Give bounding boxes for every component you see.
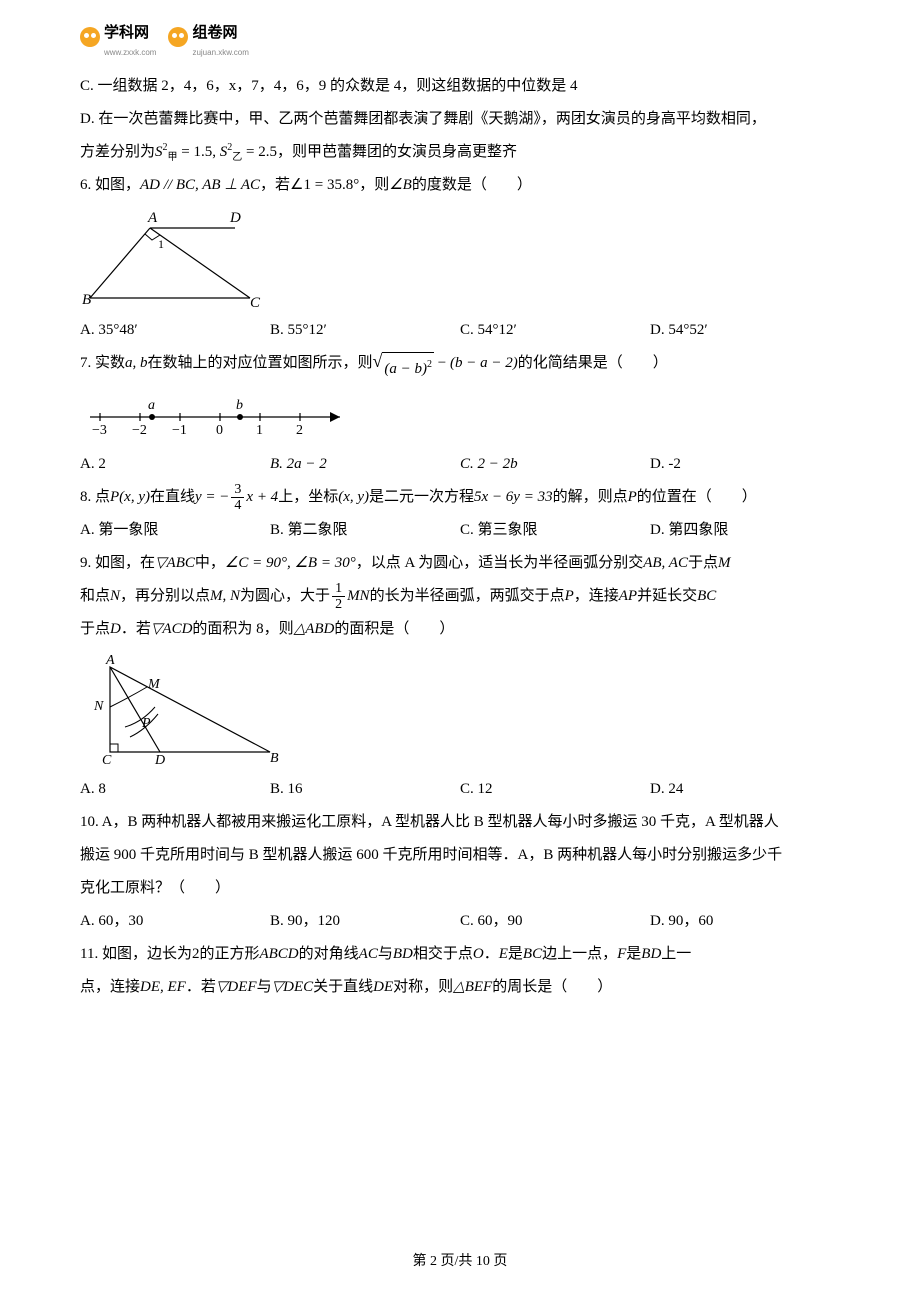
q8-opt-a: A. 第一象限: [80, 514, 270, 547]
q9-options: A. 8 B. 16 C. 12 D. 24: [80, 773, 840, 806]
q10-opt-d: D. 90，60: [650, 905, 840, 938]
q10-opt-a: A. 60，30: [80, 905, 270, 938]
option-c: C. 一组数据 2，4，6，x，7，4，6，9 的众数是 4，则这组数据的中位数…: [80, 70, 840, 103]
q6-figure: A D B C 1: [80, 208, 840, 308]
svg-text:D: D: [154, 753, 165, 767]
q7-opt-b: B. 2a − 2: [270, 448, 460, 481]
q9-opt-d: D. 24: [650, 773, 840, 806]
q6-opt-a: A. 35°48′: [80, 314, 270, 347]
q9-line3: 于点D．若▽ACD的面积为 8，则△ABD的面积是（ ）: [80, 613, 840, 646]
logo1-sub: www.zxxk.com: [104, 49, 156, 57]
q10-line1: 10. A，B 两种机器人都被用来搬运化工原料，A 型机器人比 B 型机器人每小…: [80, 806, 840, 839]
q9-opt-c: C. 12: [460, 773, 650, 806]
q6-stem: 6. 如图，AD // BC, AB ⊥ AC，若∠1 = 35.8°，则∠B的…: [80, 169, 840, 202]
logo1-name: 学科网: [104, 24, 149, 41]
q7-opt-a: A. 2: [80, 448, 270, 481]
q11-line1: 11. 如图，边长为2的正方形ABCD的对角线AC与BD相交于点O．E是BC边上…: [80, 938, 840, 971]
q9-line1: 9. 如图，在▽ABC中，∠C = 90°, ∠B = 30°，以点 A 为圆心…: [80, 547, 840, 580]
q7-opt-c: C. 2 − 2b: [460, 448, 650, 481]
svg-text:B: B: [270, 751, 279, 766]
frac-12: 12: [332, 581, 345, 613]
page-footer: 第 2 页/共 10 页: [0, 1247, 920, 1278]
q9-opt-a: A. 8: [80, 773, 270, 806]
svg-text:C: C: [102, 753, 112, 767]
q9-opt-b: B. 16: [270, 773, 460, 806]
svg-text:1: 1: [158, 237, 164, 251]
svg-text:M: M: [147, 677, 161, 692]
svg-text:−1: −1: [172, 423, 187, 438]
q7-options: A. 2 B. 2a − 2 C. 2 − 2b D. -2: [80, 448, 840, 481]
owl-icon: [80, 27, 100, 47]
q8-stem: 8. 点P(x, y)在直线y = −34x + 4上，坐标(x, y)是二元一…: [80, 481, 840, 514]
q10-line2: 搬运 900 千克所用时间与 B 型机器人搬运 600 千克所用时间相等．A，B…: [80, 839, 840, 872]
q6-opt-b: B. 55°12′: [270, 314, 460, 347]
q8-options: A. 第一象限 B. 第二象限 C. 第三象限 D. 第四象限: [80, 514, 840, 547]
q10-options: A. 60，30 B. 90，120 C. 60，90 D. 90，60: [80, 905, 840, 938]
page-content: C. 一组数据 2，4，6，x，7，4，6，9 的众数是 4，则这组数据的中位数…: [80, 70, 840, 1004]
option-d-line2: 方差分别为S2甲 = 1.5, S2乙 = 2.5，则甲芭蕾舞团的女演员身高更整…: [80, 136, 840, 169]
q10-line3: 克化工原料？（ ）: [80, 872, 840, 905]
q7-opt-d: D. -2: [650, 448, 840, 481]
q7-figure: a b −3 −2 −1 0 1 2: [80, 392, 840, 442]
svg-text:1: 1: [256, 423, 263, 438]
svg-text:2: 2: [296, 423, 303, 438]
svg-text:A: A: [105, 653, 115, 668]
q6-opt-c: C. 54°12′: [460, 314, 650, 347]
logo-zujuan: 组卷网 zujuan.xkw.com: [168, 16, 248, 57]
q9-line2: 和点N，再分别以点M, N为圆心，大于12MN的长为半径画弧，两弧交于点P，连接…: [80, 580, 840, 613]
svg-text:P: P: [141, 716, 151, 731]
logo2-sub: zujuan.xkw.com: [192, 49, 248, 57]
q10-opt-c: C. 60，90: [460, 905, 650, 938]
q6-options: A. 35°48′ B. 55°12′ C. 54°12′ D. 54°52′: [80, 314, 840, 347]
svg-text:b: b: [236, 398, 243, 413]
svg-text:B: B: [82, 292, 91, 308]
svg-text:C: C: [250, 295, 261, 308]
option-d-line1: D. 在一次芭蕾舞比赛中，甲、乙两个芭蕾舞团都表演了舞剧《天鹅湖》，两团女演员的…: [80, 103, 840, 136]
svg-text:A: A: [147, 210, 158, 226]
svg-text:−3: −3: [92, 423, 107, 438]
q8-opt-d: D. 第四象限: [650, 514, 840, 547]
q6-opt-d: D. 54°52′: [650, 314, 840, 347]
owl-icon: [168, 27, 188, 47]
sqrt-expr: √(a − b)2: [373, 352, 435, 386]
svg-text:N: N: [93, 699, 104, 714]
svg-text:D: D: [229, 210, 241, 226]
logo2-name: 组卷网: [192, 24, 237, 41]
q8-opt-c: C. 第三象限: [460, 514, 650, 547]
svg-text:a: a: [148, 398, 155, 413]
q8-opt-b: B. 第二象限: [270, 514, 460, 547]
svg-text:0: 0: [216, 423, 223, 438]
frac-34: 34: [231, 482, 244, 514]
header-logos: 学科网 www.zxxk.com 组卷网 zujuan.xkw.com: [80, 16, 249, 57]
q9-figure: A C B D M N P: [80, 652, 840, 767]
q10-opt-b: B. 90，120: [270, 905, 460, 938]
q7-stem: 7. 实数a, b在数轴上的对应位置如图所示，则√(a − b)2 − (b −…: [80, 347, 840, 386]
svg-text:−2: −2: [132, 423, 147, 438]
q11-line2: 点，连接DE, EF．若▽DEF与▽DEC关于直线DE对称，则△BEF的周长是（…: [80, 971, 840, 1004]
logo-xueke: 学科网 www.zxxk.com: [80, 16, 156, 57]
